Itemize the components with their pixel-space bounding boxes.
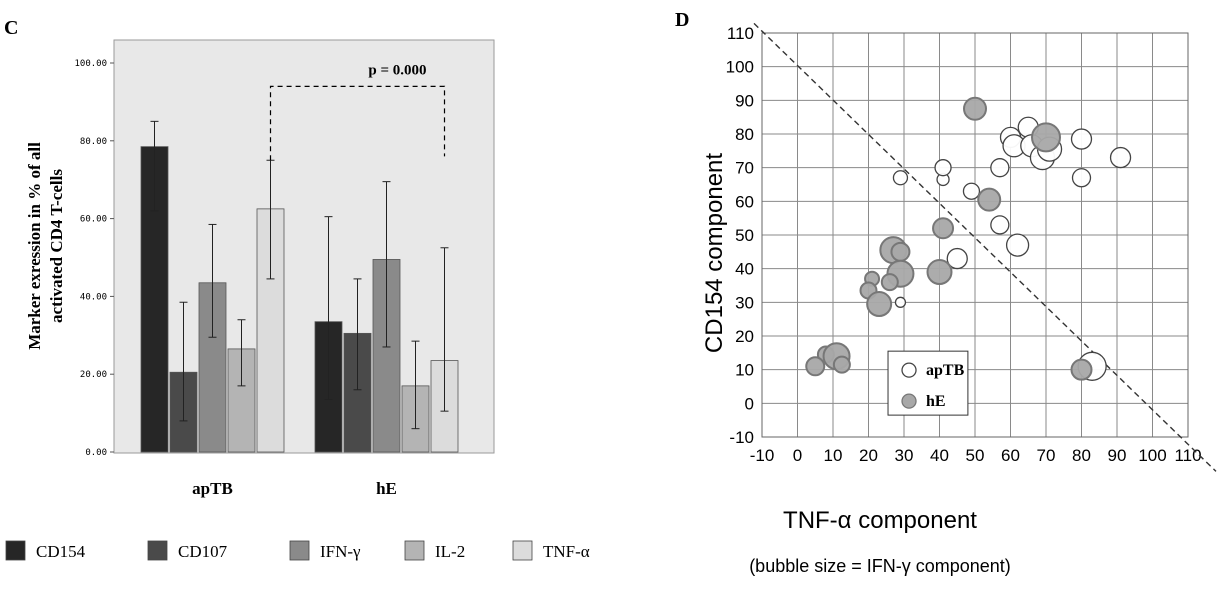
y-tick-label: 60: [735, 192, 754, 211]
y-tick-label: 80.00: [80, 137, 107, 147]
panel-d-label: D: [675, 9, 689, 31]
y-tick-label: 80: [735, 125, 754, 144]
y-tick-label: 100.00: [74, 59, 107, 69]
bubble-hE: [1031, 122, 1061, 153]
panel-d-y-label: CD154 component: [701, 153, 728, 353]
legend-label-hE: hE: [926, 393, 946, 410]
panel-c-error-bars: [150, 120, 449, 430]
legend-label-IFN-γ: IFN-γ: [320, 542, 361, 561]
panel-d-note: (bubble size = IFN-γ component): [749, 556, 1011, 576]
panel-d-tick-labels: -10 0 10 20 30 40 50 60 70 80 90 100 110 -10 0 10 20 30 40…: [726, 24, 1202, 465]
y-tick-label: 50: [735, 226, 754, 245]
bubble-apTB: [934, 159, 952, 177]
bubble-apTB: [1071, 168, 1092, 188]
legend-marker-hE: [901, 393, 917, 409]
bubble-hE: [832, 355, 851, 374]
x-tick-label: 10: [824, 446, 843, 465]
panel-d-legend: apTB hE: [887, 350, 969, 416]
panel-c-bar-chart: C 0.00 20.00 40.00 60.00 80.00 100.00 apTB hE p…: [4, 17, 590, 561]
y-label-line-1: Marker exression in % of all: [25, 142, 44, 350]
y-label-line-2: activated CD4 T-cells: [47, 169, 66, 323]
y-tick-label: 20.00: [80, 370, 107, 380]
x-tick-label: 110: [1174, 446, 1201, 465]
x-tick-label: 50: [966, 446, 985, 465]
bubble-hE: [880, 273, 899, 292]
y-tick-label: 30: [735, 293, 754, 312]
panel-d-grid: [761, 32, 1189, 438]
bubble-apTB: [1005, 233, 1030, 257]
legend-swatch-CD154: [5, 540, 26, 561]
panel-c-legend: CD154 CD107 IFN-γ IL-2 TNF-α: [5, 540, 590, 561]
bubble-apTB: [946, 247, 968, 270]
legend-marker-apTB: [901, 362, 917, 378]
x-tick-label: 60: [1001, 446, 1020, 465]
y-tick-label: 20: [735, 327, 754, 346]
legend-label-apTB: apTB: [926, 362, 965, 379]
y-tick-label: 0.00: [85, 448, 107, 458]
x-tick-label: 20: [859, 446, 878, 465]
y-tick-label: -10: [729, 428, 754, 447]
legend-label-IL-2: IL-2: [435, 542, 465, 561]
x-tick-label: 40: [930, 446, 949, 465]
x-tick-label: 90: [1108, 446, 1127, 465]
legend-box: [887, 350, 969, 416]
bubble-hE: [866, 291, 893, 318]
legend-swatch-IL-2: [404, 540, 425, 561]
panel-c-label: C: [4, 17, 18, 39]
legend-label-CD154: CD154: [36, 542, 86, 561]
bubble-apTB: [962, 182, 981, 200]
panel-d-bubbles: [805, 96, 1132, 381]
bubble-apTB: [1109, 146, 1132, 169]
legend-swatch-IFN-γ: [289, 540, 310, 561]
bubble-apTB: [990, 215, 1010, 235]
legend-label-CD107: CD107: [178, 542, 228, 561]
bubble-hE: [977, 187, 1002, 212]
x-tick-label: 100: [1138, 446, 1166, 465]
bubble-apTB: [1070, 128, 1093, 150]
bubble-apTB: [894, 296, 907, 308]
diagonal-reference-line: [753, 22, 1217, 472]
y-tick-label: 0: [745, 394, 754, 413]
y-tick-label: 90: [735, 91, 754, 110]
x-tick-label: 30: [895, 446, 914, 465]
panel-d-x-label: TNF-α component: [783, 507, 977, 534]
y-tick-label: 10: [735, 361, 754, 380]
legend-swatch-CD107: [147, 540, 168, 561]
bubble-apTB: [892, 170, 909, 186]
bubble-hE: [932, 217, 955, 240]
y-tick-label: 70: [735, 159, 754, 178]
bubble-hE: [926, 259, 953, 286]
legend-label-TNF-α: TNF-α: [543, 542, 590, 561]
bar-apTB-TNF-α: [256, 208, 285, 453]
x-tick-label: -10: [750, 446, 775, 465]
x-tick-label: 70: [1037, 446, 1056, 465]
x-tick-label: 0: [793, 446, 802, 465]
bubble-hE: [805, 356, 826, 377]
x-tick-label: 80: [1072, 446, 1091, 465]
p-value-label: p = 0.000: [368, 62, 426, 78]
panel-c-p-value-annotation: p = 0.000: [269, 62, 446, 161]
bubble-apTB: [990, 158, 1010, 178]
bubble-hE: [963, 96, 987, 121]
y-tick-label: 110: [727, 24, 754, 43]
x-category-label: apTB: [192, 479, 233, 498]
panel-d-bubble-chart: D -10 0 10 20 30 40 50 60 70 80 90 100 110 -10 0 10 20 30…: [675, 9, 1217, 576]
y-tick-label: 100: [726, 58, 754, 77]
y-tick-label: 40: [735, 260, 754, 279]
bubble-hE: [890, 241, 911, 262]
x-category-label: hE: [376, 479, 397, 498]
bubble-hE: [1070, 358, 1093, 381]
plot-border: [761, 32, 1189, 438]
p-value-bracket: [269, 85, 446, 161]
legend-swatch-TNF-α: [512, 540, 533, 561]
panel-c-axes: 0.00 20.00 40.00 60.00 80.00 100.00 apTB hE: [74, 59, 396, 498]
y-tick-label: 60.00: [80, 215, 107, 225]
y-tick-label: 40.00: [80, 292, 107, 302]
panel-c-y-label: Marker exression in % of all activated C…: [25, 142, 66, 350]
